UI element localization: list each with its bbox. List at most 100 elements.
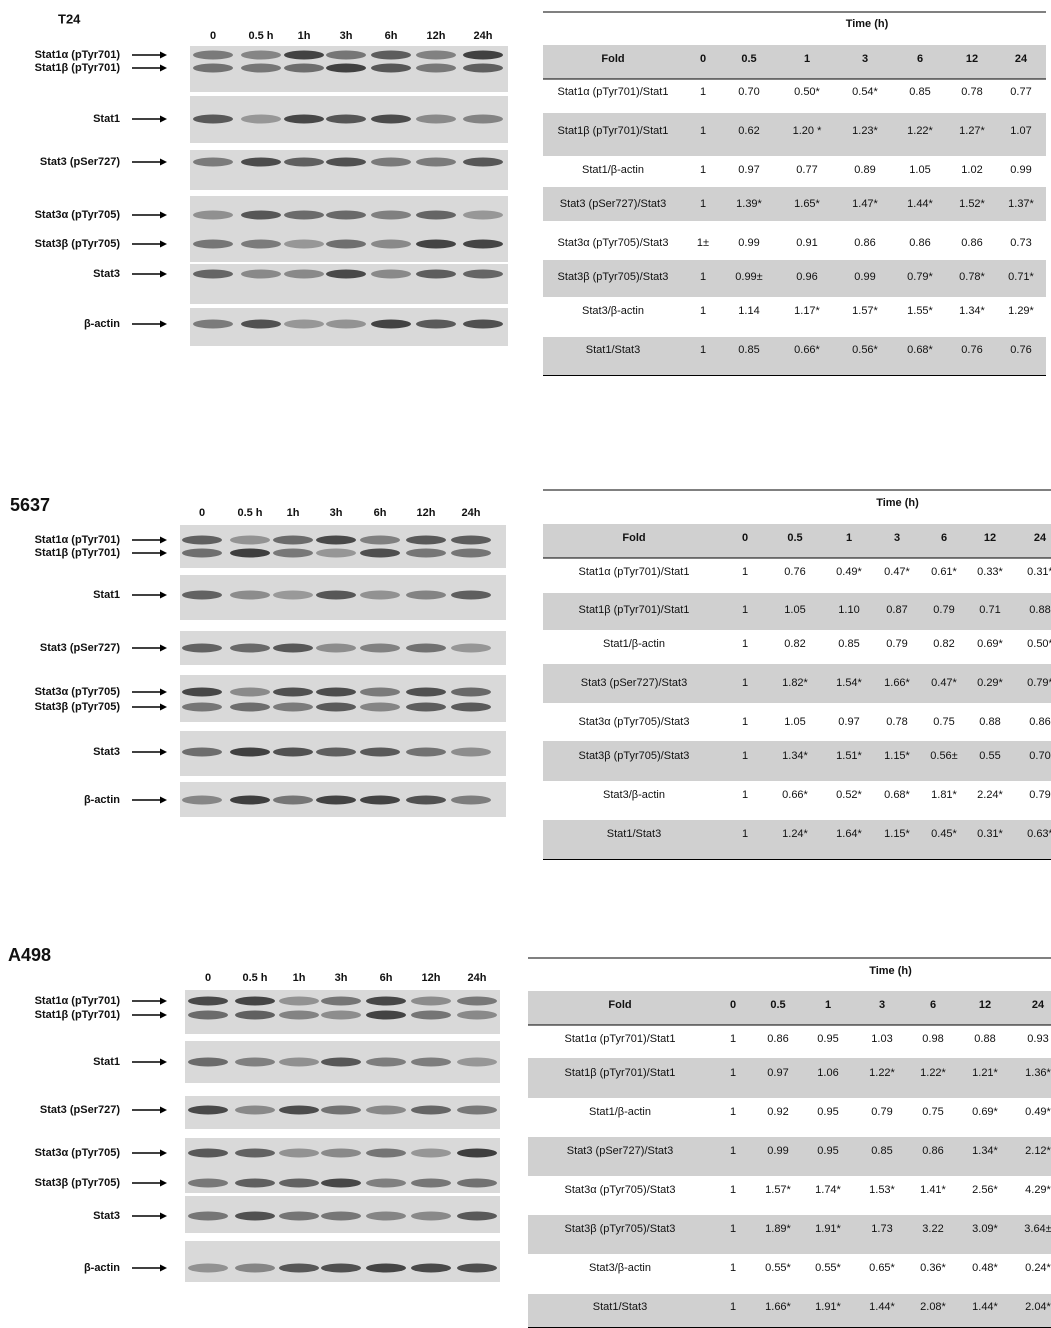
arrow-head (160, 1107, 167, 1114)
lane-label: 24h (474, 30, 493, 42)
blot-strip (180, 675, 506, 722)
lane-label: 3h (335, 972, 348, 984)
table-cell: 1 (730, 1223, 736, 1235)
table-cell: 0.68* (884, 789, 910, 801)
blot-label: Stat1β (pTyr701) (35, 62, 121, 74)
table-cell: 0.50* (794, 86, 820, 98)
blot-band (273, 796, 313, 805)
table-cell: 2.56* (972, 1184, 998, 1196)
table-cell: 1.44* (972, 1301, 998, 1313)
blot-band (451, 549, 491, 558)
table-cell: Stat3/β-actin (603, 789, 665, 801)
blot-label: Stat3α (pTyr705) (35, 209, 121, 221)
blot-band (279, 997, 319, 1006)
blot-band (416, 211, 456, 220)
blot-band (241, 211, 281, 220)
header-cell: Fold (608, 999, 631, 1011)
blot-band (451, 591, 491, 600)
blot-band (188, 1106, 228, 1115)
blot-band (366, 1106, 406, 1115)
blot-label: Stat1 (93, 589, 120, 601)
blot-band (316, 703, 356, 712)
table-cell: 0.69* (977, 638, 1003, 650)
arrow-head (160, 537, 167, 544)
table-cell: 0.68* (907, 344, 933, 356)
table-cell: Stat1β (pTyr701)/Stat1 (565, 1067, 676, 1079)
lane-label: 0 (210, 30, 216, 42)
header-cell: Fold (601, 53, 624, 65)
blot-band (273, 644, 313, 653)
blot-band (451, 748, 491, 757)
table-cell: 0.47* (931, 677, 957, 689)
table-cell: 0.96 (796, 271, 817, 283)
blot-band (416, 64, 456, 73)
table-cell: 4.29* (1025, 1184, 1051, 1196)
blot-band (411, 1058, 451, 1067)
blot-band (451, 703, 491, 712)
lane-label: 1h (298, 30, 311, 42)
blot-label: Stat3 (pSer727) (40, 642, 120, 654)
table-cell: 1.57* (765, 1184, 791, 1196)
blot-band (416, 115, 456, 124)
table-cell: 1 (700, 125, 706, 137)
table-cell: 1 (742, 828, 748, 840)
table-cell: 1.91* (815, 1301, 841, 1313)
header-cell: 12 (979, 999, 991, 1011)
table-cell: 1 (730, 1262, 736, 1274)
table-cell: 2.24* (977, 789, 1003, 801)
blot-label: Stat3β (pTyr705) (35, 701, 121, 713)
lane-label: 3h (330, 507, 343, 519)
blot-band (193, 158, 233, 167)
table-cell: 0.79 (1029, 789, 1050, 801)
table-cell: 0.85 (909, 86, 930, 98)
blot-band (321, 1058, 361, 1067)
blot-band (411, 1212, 451, 1221)
blot-band (326, 64, 366, 73)
blot-band (230, 644, 270, 653)
table-cell: Stat1/Stat3 (607, 828, 661, 840)
blot-band (457, 997, 497, 1006)
blot-band (457, 1179, 497, 1188)
arrow-head (160, 749, 167, 756)
table-cell: 1.51* (836, 750, 862, 762)
blot-band (241, 158, 281, 167)
blot-band (321, 1106, 361, 1115)
blot-band (371, 320, 411, 329)
arrow-head (160, 159, 167, 166)
blot-label: Stat1α (pTyr701) (35, 49, 121, 61)
table-cell: 1 (742, 604, 748, 616)
table-cell: 1.89* (765, 1223, 791, 1235)
header-cell: 0.5 (787, 532, 802, 544)
table-cell: 0.86 (1029, 716, 1050, 728)
table-cell: 0.71 (979, 604, 1000, 616)
blot-band (284, 240, 324, 249)
header-cell: 6 (930, 999, 936, 1011)
blot-band (284, 51, 324, 60)
blot-strip (190, 150, 508, 190)
table-cell: 1.57* (852, 305, 878, 317)
panel-title: 5637 (10, 495, 50, 515)
blot-band (279, 1058, 319, 1067)
blot-band (235, 1011, 275, 1020)
blot-band (457, 1058, 497, 1067)
table-cell: 1.47* (852, 198, 878, 210)
table-cell: 0.54* (852, 86, 878, 98)
table-cell: Stat1α (pTyr701)/Stat1 (558, 86, 669, 98)
blot-band (273, 536, 313, 545)
table-cell: Stat1α (pTyr701)/Stat1 (579, 566, 690, 578)
blot-band (326, 115, 366, 124)
blot-band (182, 796, 222, 805)
table-cell: 0.76 (961, 344, 982, 356)
arrow-head (160, 241, 167, 248)
table-cell: 1 (700, 86, 706, 98)
blot-band (241, 64, 281, 73)
lane-label: 6h (380, 972, 393, 984)
blot-band (241, 320, 281, 329)
table-cell: 0.49* (1025, 1106, 1051, 1118)
table-cell: 1.05 (784, 716, 805, 728)
table-cell: 1.81* (931, 789, 957, 801)
header-cell: 3 (862, 53, 868, 65)
blot-band (284, 158, 324, 167)
table-cell: Stat3α (pTyr705)/Stat3 (558, 237, 669, 249)
blot-band (279, 1011, 319, 1020)
